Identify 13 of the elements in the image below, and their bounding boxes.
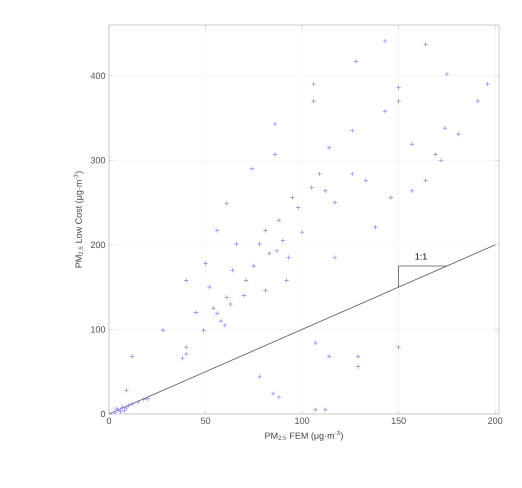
y-axis-title: PM$_{2.5}$ Low Cost (μg·m$^{-3}$) [74, 171, 84, 268]
x-axis-title: PM$_{2.5}$ FEM (μg·m$^{-3}$) [265, 430, 343, 441]
x-tick-label: 50 [200, 418, 210, 424]
x-tick-label: 150 [392, 418, 406, 424]
y-tick-label: 0 [100, 410, 106, 418]
x-tick-label: 0 [106, 418, 112, 424]
y-tick-label: 300 [90, 157, 106, 164]
annotation: 1:1 [415, 253, 427, 260]
x-tick-label: 200 [488, 418, 502, 424]
y-tick-label: 200 [90, 242, 106, 248]
x-tick-label: 100 [295, 418, 310, 424]
y-tick-label: 100 [91, 326, 106, 333]
y-tick-label: 400 [90, 72, 106, 79]
